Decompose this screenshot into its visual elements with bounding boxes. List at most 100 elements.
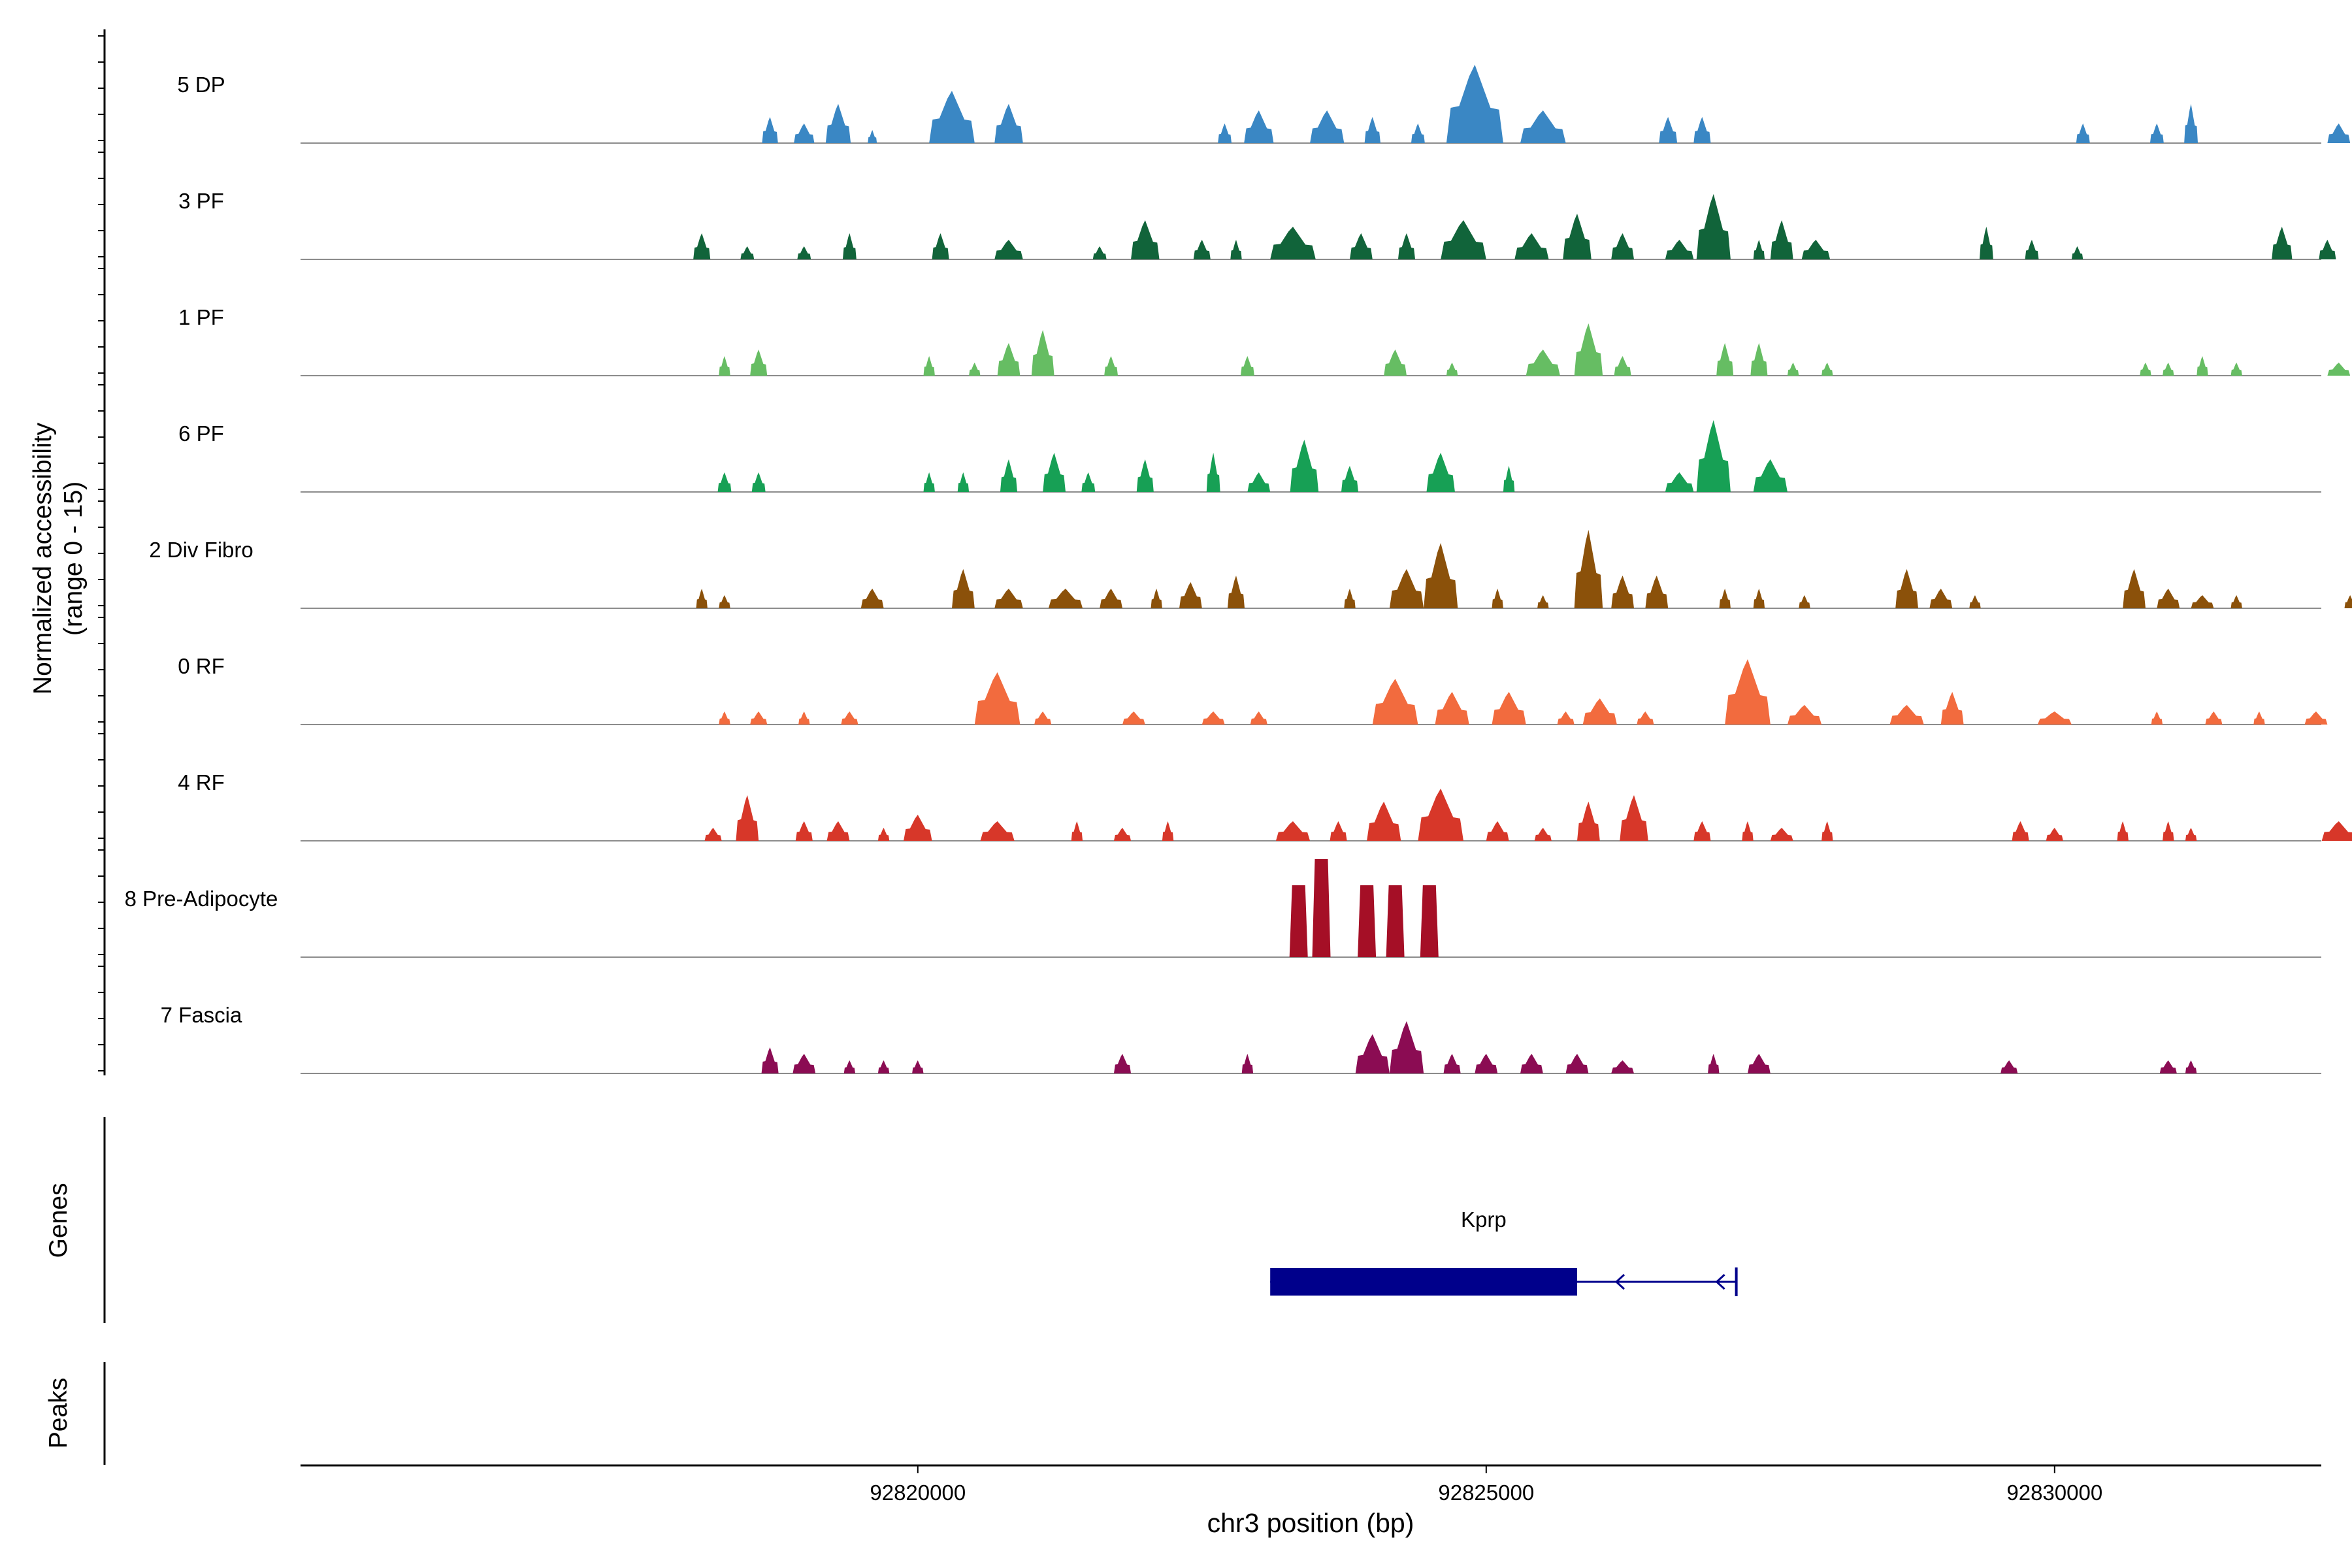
track-label: 1 PF bbox=[178, 305, 224, 329]
accessibility-peak bbox=[841, 711, 858, 725]
track-label: 3 PF bbox=[178, 189, 224, 213]
genes-track-label: Genes bbox=[44, 1183, 73, 1258]
accessibility-peak bbox=[1750, 343, 1768, 376]
accessibility-peak bbox=[1420, 885, 1439, 957]
accessibility-peak bbox=[1563, 214, 1592, 259]
accessibility-peak bbox=[798, 711, 810, 725]
accessibility-peak bbox=[2151, 711, 2163, 725]
accessibility-peak bbox=[929, 91, 975, 143]
accessibility-peak bbox=[923, 356, 935, 376]
accessibility-peak bbox=[1565, 1054, 1589, 1073]
accessibility-peak bbox=[1770, 828, 1793, 841]
accessibility-peak bbox=[1122, 711, 1145, 725]
accessibility-peak bbox=[2185, 828, 2197, 841]
accessibility-peak bbox=[2123, 569, 2146, 608]
track-label: 5 DP bbox=[177, 73, 225, 97]
accessibility-peak bbox=[792, 1054, 816, 1073]
accessibility-peak bbox=[1611, 1060, 1634, 1073]
accessibility-peak bbox=[1770, 220, 1793, 259]
accessibility-peak bbox=[2184, 104, 2198, 143]
accessibility-peak bbox=[1582, 698, 1617, 725]
track-label: 7 Fascia bbox=[161, 1003, 242, 1027]
accessibility-peak bbox=[843, 1060, 856, 1073]
track-8-pre-adipocyte: 8 Pre-Adipocyte bbox=[125, 859, 2321, 958]
accessibility-peak bbox=[1614, 356, 1631, 376]
accessibility-peak bbox=[1136, 459, 1154, 492]
accessibility-peak bbox=[1367, 802, 1401, 841]
track-1-pf: 1 PF bbox=[178, 305, 2351, 376]
accessibility-peak bbox=[1696, 194, 1731, 259]
accessibility-peak bbox=[717, 472, 732, 492]
accessibility-peak bbox=[1355, 1034, 1390, 1073]
accessibility-peak bbox=[877, 828, 890, 841]
accessibility-peak bbox=[1227, 576, 1245, 608]
accessibility-peak bbox=[1081, 472, 1096, 492]
accessibility-peak bbox=[2046, 828, 2063, 841]
accessibility-peak bbox=[1218, 123, 1232, 143]
accessibility-peak bbox=[1206, 453, 1220, 492]
accessibility-peak bbox=[2140, 363, 2151, 376]
accessibility-peak bbox=[860, 589, 884, 608]
accessibility-peak bbox=[696, 589, 708, 608]
accessibility-peak bbox=[1386, 885, 1405, 957]
accessibility-peak bbox=[1289, 885, 1308, 957]
accessibility-peak bbox=[868, 130, 877, 143]
accessibility-peak bbox=[1895, 569, 1918, 608]
accessibility-peak bbox=[1753, 589, 1765, 608]
accessibility-peak bbox=[1492, 589, 1503, 608]
accessibility-peak bbox=[1492, 692, 1526, 725]
accessibility-peak bbox=[1574, 530, 1603, 608]
accessibility-peak bbox=[1537, 595, 1549, 608]
accessibility-peak bbox=[797, 246, 811, 259]
accessibility-peak bbox=[1719, 589, 1731, 608]
accessibility-peak bbox=[1290, 440, 1319, 492]
accessibility-peak bbox=[1693, 821, 1711, 841]
accessibility-peak bbox=[1665, 472, 1694, 492]
accessibility-peak bbox=[1384, 350, 1407, 376]
accessibility-peak bbox=[1424, 543, 1458, 608]
accessibility-peak bbox=[1043, 453, 1066, 492]
accessibility-peak bbox=[2344, 595, 2352, 608]
accessibility-peak bbox=[1131, 220, 1160, 259]
accessibility-peak bbox=[952, 569, 975, 608]
accessibility-peak bbox=[736, 795, 759, 841]
gene-kprp: Kprp bbox=[1270, 1207, 1738, 1296]
accessibility-peak bbox=[1520, 1054, 1543, 1073]
accessibility-peak bbox=[1310, 110, 1345, 143]
accessibility-peak bbox=[1708, 1054, 1720, 1073]
accessibility-peak bbox=[751, 472, 766, 492]
accessibility-peak bbox=[1821, 363, 1833, 376]
peaks-track-label: Peaks bbox=[44, 1378, 73, 1448]
accessibility-peak bbox=[957, 472, 970, 492]
accessibility-peak bbox=[1821, 821, 1833, 841]
accessibility-peak bbox=[1611, 233, 1634, 259]
x-tick-label: 92825000 bbox=[1438, 1480, 1534, 1505]
accessibility-peak bbox=[2191, 595, 2214, 608]
y-axis-title: Normalized accessibility bbox=[29, 422, 57, 694]
accessibility-peak bbox=[2159, 1060, 2177, 1073]
accessibility-peak bbox=[1048, 589, 1083, 608]
accessibility-peak bbox=[1969, 595, 1981, 608]
accessibility-peak bbox=[997, 343, 1021, 376]
accessibility-peak bbox=[2001, 1060, 2018, 1073]
accessibility-peak bbox=[719, 595, 730, 608]
accessibility-peak bbox=[904, 815, 932, 841]
accessibility-peak bbox=[2272, 227, 2293, 259]
track-label: 8 Pre-Adipocyte bbox=[125, 887, 278, 911]
accessibility-peak bbox=[2319, 240, 2336, 259]
accessibility-peak bbox=[1753, 240, 1765, 259]
accessibility-peak bbox=[1034, 711, 1052, 725]
accessibility-peak bbox=[1241, 1054, 1254, 1073]
accessibility-peak bbox=[2327, 363, 2351, 376]
accessibility-peak bbox=[2012, 821, 2029, 841]
accessibility-peak bbox=[693, 233, 711, 259]
accessibility-peak bbox=[980, 821, 1015, 841]
accessibility-peak bbox=[1503, 466, 1515, 492]
accessibility-peak bbox=[2230, 363, 2242, 376]
accessibility-peak bbox=[1358, 885, 1377, 957]
accessibility-peak bbox=[1100, 589, 1122, 608]
accessibility-peak bbox=[1250, 711, 1267, 725]
accessibility-peak bbox=[912, 1060, 924, 1073]
accessibility-peak bbox=[2071, 246, 2083, 259]
